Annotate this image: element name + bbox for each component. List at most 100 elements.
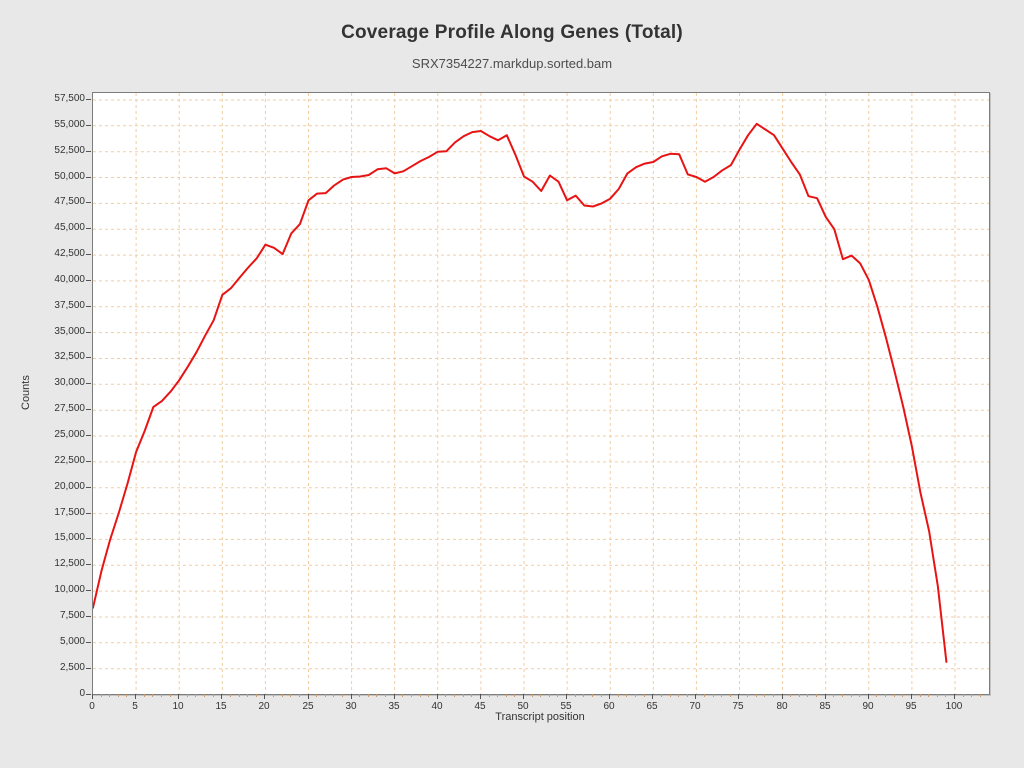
y-tick-label: 12,500 xyxy=(54,558,85,569)
x-minor-tick-mark xyxy=(833,694,834,697)
x-tick-mark xyxy=(92,694,93,699)
x-minor-tick-mark xyxy=(273,694,274,697)
x-minor-tick-mark xyxy=(325,694,326,697)
x-minor-tick-mark xyxy=(282,694,283,697)
x-minor-tick-mark xyxy=(359,694,360,697)
x-minor-tick-mark xyxy=(290,694,291,697)
x-minor-tick-mark xyxy=(670,694,671,697)
x-tick-label: 30 xyxy=(345,701,357,712)
x-tick-label: 50 xyxy=(517,701,529,712)
y-tick-label: 55,000 xyxy=(54,119,85,130)
x-minor-tick-mark xyxy=(851,694,852,697)
x-minor-tick-mark xyxy=(230,694,231,697)
x-minor-tick-mark xyxy=(773,694,774,697)
x-minor-tick-mark xyxy=(402,694,403,697)
y-tick-mark xyxy=(86,202,91,203)
x-minor-tick-mark xyxy=(109,694,110,697)
x-minor-tick-mark xyxy=(790,694,791,697)
y-tick-label: 27,500 xyxy=(54,403,85,414)
x-minor-tick-mark xyxy=(445,694,446,697)
x-tick-mark xyxy=(868,694,869,699)
x-minor-tick-mark xyxy=(859,694,860,697)
y-tick-mark xyxy=(86,151,91,152)
y-tick-label: 22,500 xyxy=(54,455,85,466)
y-tick-mark xyxy=(86,177,91,178)
x-tick-mark xyxy=(609,694,610,699)
x-minor-tick-mark xyxy=(721,694,722,697)
x-minor-tick-mark xyxy=(963,694,964,697)
chart-subtitle: SRX7354227.markdup.sorted.bam xyxy=(411,56,613,71)
y-tick-mark xyxy=(86,538,91,539)
x-minor-tick-mark xyxy=(239,694,240,697)
x-minor-tick-mark xyxy=(799,694,800,697)
x-tick-mark xyxy=(911,694,912,699)
y-tick-mark xyxy=(86,306,91,307)
x-minor-tick-mark xyxy=(937,694,938,697)
x-minor-tick-mark xyxy=(532,694,533,697)
y-tick-mark xyxy=(86,357,91,358)
x-tick-label: 60 xyxy=(603,701,615,712)
x-minor-tick-mark xyxy=(764,694,765,697)
x-minor-tick-mark xyxy=(170,694,171,697)
x-minor-tick-mark xyxy=(971,694,972,697)
x-minor-tick-mark xyxy=(454,694,455,697)
x-minor-tick-mark xyxy=(213,694,214,697)
y-tick-mark xyxy=(86,125,91,126)
x-minor-tick-mark xyxy=(497,694,498,697)
y-tick-label: 17,500 xyxy=(54,507,85,518)
x-tick-mark xyxy=(308,694,309,699)
x-tick-label: 0 xyxy=(89,701,95,712)
y-tick-label: 32,500 xyxy=(54,351,85,362)
y-tick-mark xyxy=(86,409,91,410)
x-minor-tick-mark xyxy=(316,694,317,697)
x-tick-mark xyxy=(178,694,179,699)
x-minor-tick-mark xyxy=(471,694,472,697)
x-tick-mark xyxy=(738,694,739,699)
x-minor-tick-mark xyxy=(204,694,205,697)
x-minor-tick-mark xyxy=(661,694,662,697)
x-tick-label: 85 xyxy=(819,701,831,712)
x-minor-tick-mark xyxy=(816,694,817,697)
x-minor-tick-mark xyxy=(333,694,334,697)
x-tick-label: 75 xyxy=(732,701,744,712)
y-tick-mark xyxy=(86,668,91,669)
x-minor-tick-mark xyxy=(928,694,929,697)
x-tick-label: 10 xyxy=(172,701,184,712)
x-tick-label: 40 xyxy=(431,701,443,712)
x-tick-label: 25 xyxy=(302,701,314,712)
y-tick-label: 5,000 xyxy=(59,636,85,647)
x-minor-tick-mark xyxy=(945,694,946,697)
x-minor-tick-mark xyxy=(428,694,429,697)
x-tick-label: 15 xyxy=(215,701,227,712)
x-minor-tick-mark xyxy=(557,694,558,697)
chart-title: Coverage Profile Along Genes (Total) xyxy=(341,22,683,43)
x-minor-tick-mark xyxy=(885,694,886,697)
x-minor-tick-mark xyxy=(463,694,464,697)
x-minor-tick-mark xyxy=(575,694,576,697)
x-minor-tick-mark xyxy=(747,694,748,697)
x-minor-tick-mark xyxy=(144,694,145,697)
x-minor-tick-mark xyxy=(592,694,593,697)
x-minor-tick-mark xyxy=(385,694,386,697)
x-minor-tick-mark xyxy=(376,694,377,697)
y-tick-mark xyxy=(86,590,91,591)
x-tick-label: 45 xyxy=(474,701,486,712)
y-tick-mark xyxy=(86,99,91,100)
x-tick-mark xyxy=(437,694,438,699)
x-axis-title: Transcript position xyxy=(495,711,585,723)
coverage-line-chart xyxy=(93,93,989,694)
x-minor-tick-mark xyxy=(876,694,877,697)
x-minor-tick-mark xyxy=(342,694,343,697)
x-minor-tick-mark xyxy=(980,694,981,697)
y-tick-label: 10,000 xyxy=(54,584,85,595)
x-tick-label: 35 xyxy=(388,701,400,712)
x-minor-tick-mark xyxy=(618,694,619,697)
x-tick-mark xyxy=(695,694,696,699)
y-tick-mark xyxy=(86,616,91,617)
x-minor-tick-mark xyxy=(644,694,645,697)
x-minor-tick-mark xyxy=(152,694,153,697)
y-tick-label: 57,500 xyxy=(54,93,85,104)
x-minor-tick-mark xyxy=(489,694,490,697)
y-tick-label: 0 xyxy=(79,688,85,699)
